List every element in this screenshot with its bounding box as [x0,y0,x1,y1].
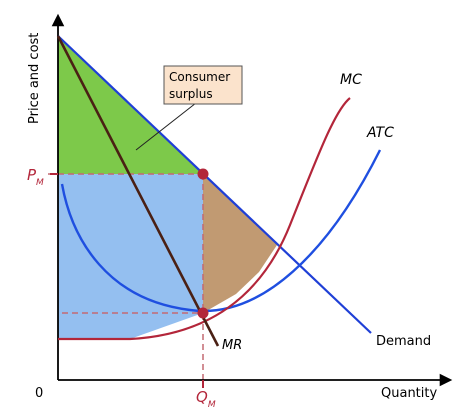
price-marker-sub: M [36,178,44,188]
quantity-marker-sub: M [208,400,216,410]
callout-pointer [135,102,197,151]
callout-line-1: Consumer [169,70,230,84]
quantity-marker-main: Q [196,388,208,406]
price-marker-label: PM [27,166,44,188]
mr-label: MR [222,338,242,353]
demand-curve [57,35,372,334]
revenue-area [58,174,203,339]
mr-mc-intersection-point [197,307,209,319]
demand-label: Demand [376,334,431,349]
origin-label: 0 [35,386,43,401]
atc-label: ATC [366,125,394,141]
quantity-marker-label: QM [196,388,216,410]
y-axis-label: Price and cost [27,33,42,124]
mr-curve [56,35,220,347]
atc-curve [60,149,382,313]
price-marker-main: P [27,166,37,184]
x-axis-label: Quantity [381,386,437,401]
callout-line-2: surplus [169,87,213,101]
consumer-surplus-callout-box [163,65,243,105]
monopoly-price-point [197,168,209,180]
mc-label: MC [340,72,362,88]
deadweight-loss-area [203,174,277,313]
mc-curve [58,97,351,341]
